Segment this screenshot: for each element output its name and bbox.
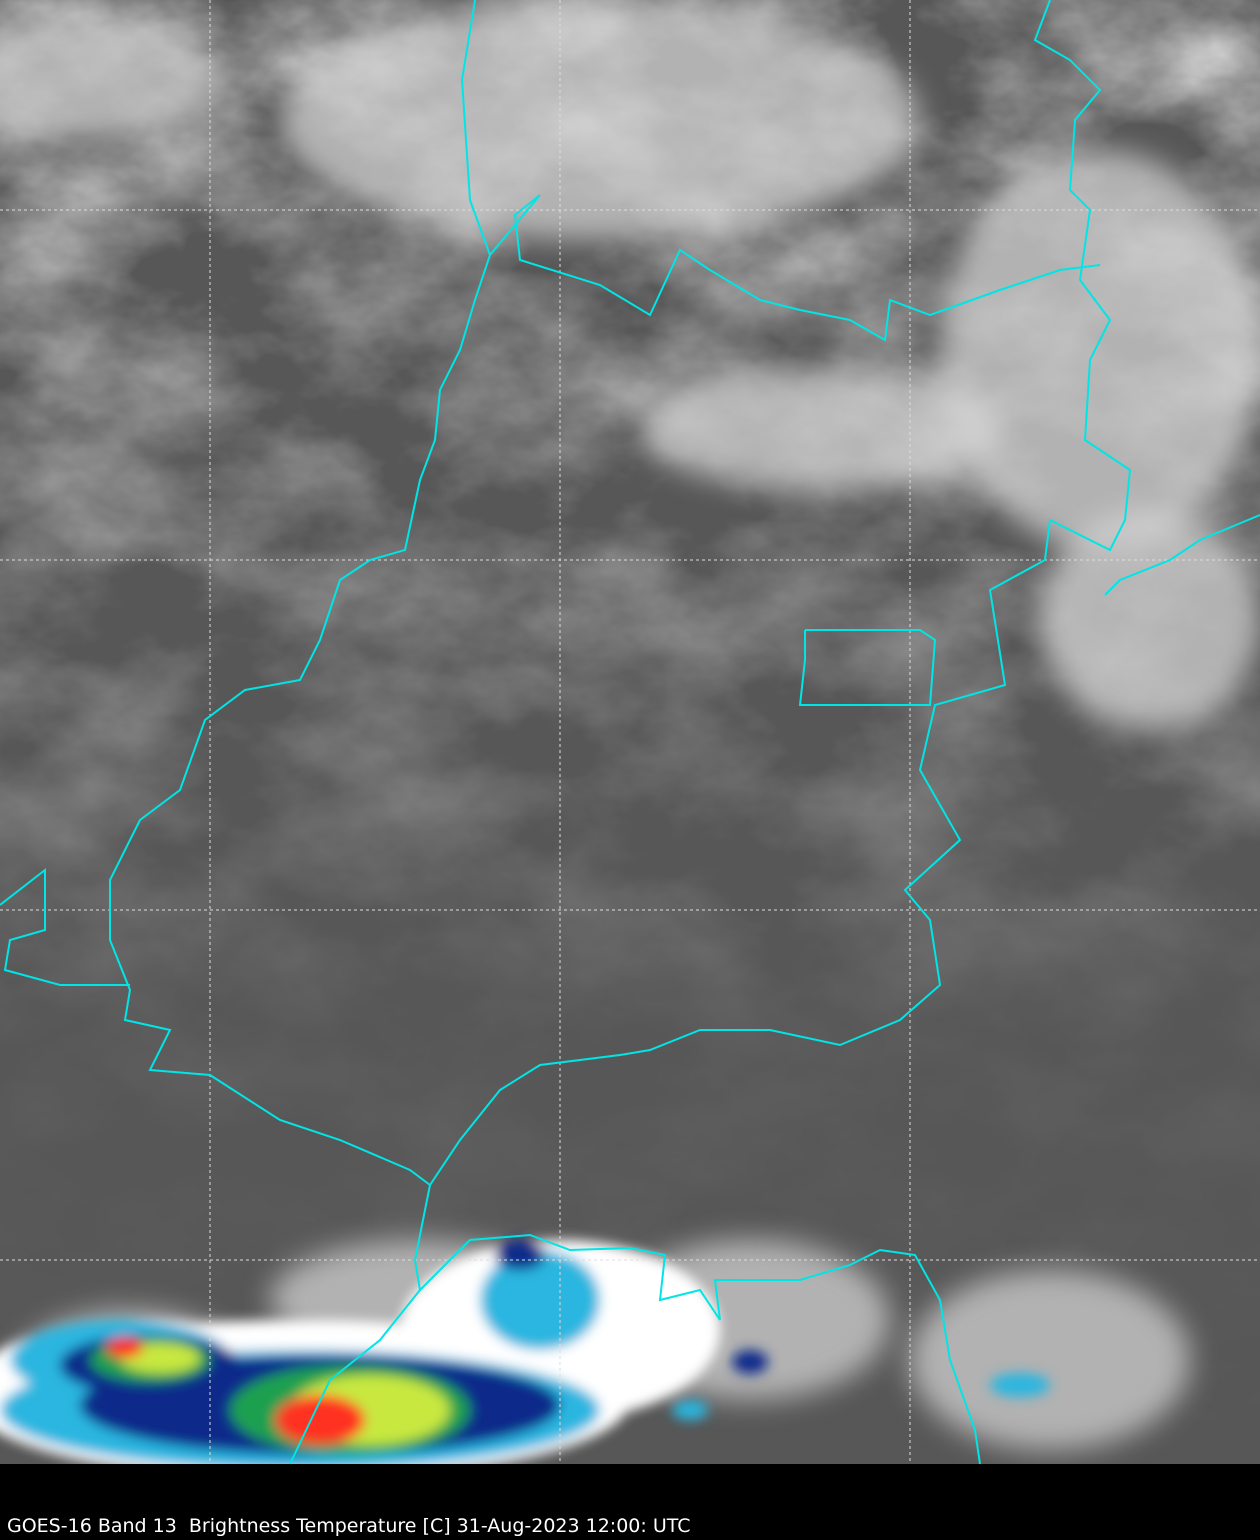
gridlines xyxy=(0,0,1260,1464)
border-line xyxy=(429,0,1132,1186)
storm-cell xyxy=(672,1400,708,1420)
storm-cell xyxy=(275,1395,365,1445)
border-line xyxy=(798,629,937,706)
border-line xyxy=(419,1233,981,1464)
satellite-image xyxy=(0,0,1260,1464)
bright-cloud xyxy=(1040,510,1260,730)
storm-cell xyxy=(495,1240,545,1270)
borders xyxy=(0,0,1260,1464)
border-line xyxy=(1104,514,1260,596)
bright-cloud xyxy=(910,1270,1190,1450)
storm-cell xyxy=(107,1338,143,1358)
caption: GOES-16 Band 13 Brightness Temperature [… xyxy=(7,1515,691,1537)
border-line xyxy=(109,0,492,1464)
storm-cell xyxy=(990,1373,1050,1397)
bright-cloud xyxy=(0,20,220,140)
bright-cloud xyxy=(640,370,1000,490)
border-line xyxy=(489,194,1101,342)
bright-cloud xyxy=(940,150,1260,550)
storm-cell xyxy=(732,1350,768,1374)
storm-cell xyxy=(480,1250,600,1350)
border-line xyxy=(0,867,130,986)
storm-cells xyxy=(0,1240,1050,1464)
bright-cloud xyxy=(280,0,920,240)
